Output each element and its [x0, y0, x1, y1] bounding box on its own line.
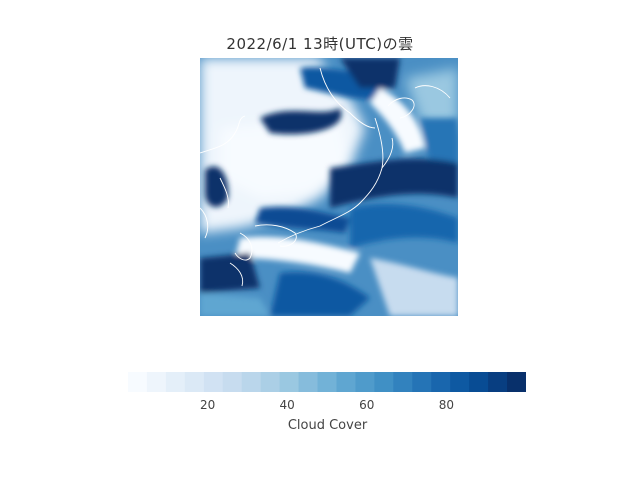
colorbar: [128, 372, 526, 392]
colorbar-segment: [203, 372, 224, 392]
colorbar-segment: [488, 372, 508, 392]
cloud-cover-map: [200, 58, 458, 316]
colorbar-segment: [165, 372, 186, 392]
colorbar-segment: [128, 372, 148, 392]
colorbar-tick-60: 60: [359, 398, 375, 412]
colorbar-tick-40: 40: [279, 398, 295, 412]
colorbar-segment: [222, 372, 243, 392]
colorbar-segment: [241, 372, 262, 392]
coastlines: [200, 67, 451, 287]
colorbar-title: Cloud Cover: [287, 418, 368, 433]
colorbar-segment: [412, 372, 432, 392]
colorbar-segment: [450, 372, 470, 392]
colorbar-segment: [393, 372, 413, 392]
colorbar-tick-80: 80: [438, 398, 455, 412]
map-title: 2022/6/1 13時(UTC)の雲: [226, 35, 414, 53]
colorbar-segment: [260, 372, 281, 392]
colorbar-segment: [184, 372, 205, 392]
colorbar-segment: [507, 372, 526, 392]
colorbar-segment: [374, 372, 394, 392]
clear-sky-region: [200, 58, 458, 233]
colorbar-segment: [355, 372, 375, 392]
cloud-bands: [200, 58, 458, 316]
colorbar-segment: [146, 372, 167, 392]
colorbar-tick-20: 20: [199, 398, 216, 412]
colorbar-segment: [298, 372, 319, 392]
colorbar-segment: [317, 372, 338, 392]
colorbar-segment: [336, 372, 357, 392]
colorbar-segment: [431, 372, 451, 392]
colorbar-segment: [469, 372, 489, 392]
colorbar-segment: [279, 372, 300, 392]
